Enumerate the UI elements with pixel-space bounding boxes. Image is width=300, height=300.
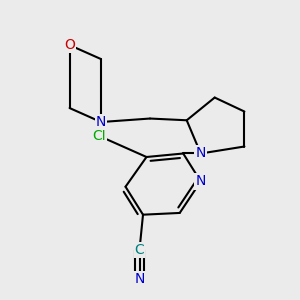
Text: N: N bbox=[196, 146, 206, 161]
Text: C: C bbox=[135, 243, 144, 257]
Text: N: N bbox=[96, 115, 106, 129]
Text: O: O bbox=[64, 38, 75, 52]
Text: N: N bbox=[196, 175, 206, 188]
Text: N: N bbox=[134, 272, 145, 286]
Text: Cl: Cl bbox=[92, 129, 106, 143]
